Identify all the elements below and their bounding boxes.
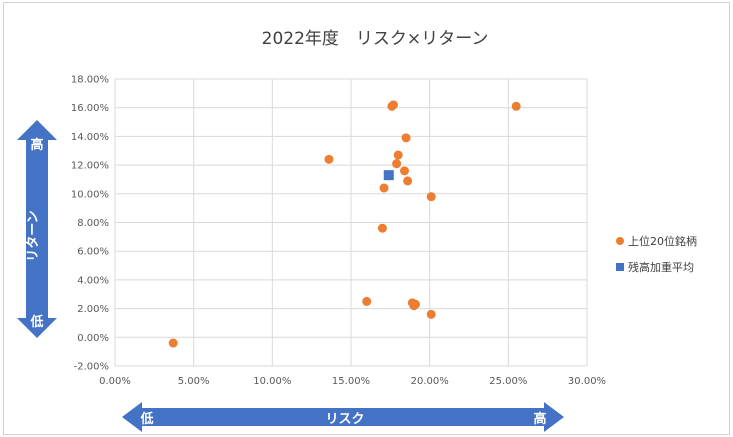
x-arrow-low-label: 低 [139,411,153,427]
stock-point [401,133,411,143]
x-tick-label: 25.00% [489,376,527,387]
x-tick-label: 5.00% [178,376,210,387]
chart-title: 2022年度 リスク×リターン [262,29,489,49]
x-tick-label: 15.00% [332,376,370,387]
x-tick-label: 30.00% [568,376,606,387]
stock-point [362,296,372,306]
stock-point [511,101,521,111]
stock-point [168,338,178,348]
x-axis-arrow: 低 高 リスク [122,402,564,432]
x-tick-label: 0.00% [99,376,131,387]
stock-point [403,176,413,186]
stock-point [426,309,436,319]
x-tick-label: 20.00% [411,376,449,387]
grid-lines [114,78,588,367]
legend-label-average: 残高加重平均 [628,260,694,274]
y-tick-label: 18.00% [71,75,109,86]
stock-point [411,299,421,309]
y-tick-label: -2.00% [74,362,109,373]
y-tick-label: 8.00% [77,218,109,229]
legend-label-top20: 上位20位銘柄 [628,234,697,248]
y-tick-label: 16.00% [71,103,109,114]
stock-point [388,100,398,110]
stock-point [379,183,389,193]
y-tick-label: 4.00% [77,275,109,286]
x-arrow-high-label: 高 [533,411,546,427]
y-tick-label: 10.00% [71,189,109,200]
weighted-average-point [383,170,394,181]
stock-point [393,150,403,160]
stock-point [392,159,402,169]
y-arrow-high-label: 高 [30,137,43,153]
stock-point [399,166,409,176]
stock-point [426,192,436,202]
y-tick-label: 6.00% [77,247,109,258]
chart-frame [3,2,730,435]
y-axis-arrow: 高 低 リターン [17,120,57,338]
y-arrow-label: リターン [26,210,41,261]
x-arrow-label: リスク [325,412,364,427]
legend-marker-average [616,263,624,271]
y-tick-label: 12.00% [71,161,109,172]
y-tick-label: 14.00% [71,132,109,143]
x-tick-label: 10.00% [253,376,291,387]
legend-marker-top20 [616,237,624,245]
y-arrow-low-label: 低 [29,314,43,330]
stock-point [324,154,334,164]
stock-point [377,223,387,233]
y-tick-label: 0.00% [77,333,109,344]
y-tick-label: 2.00% [77,304,109,315]
legend: 上位20位銘柄 残高加重平均 [616,234,697,274]
data-points [168,100,521,348]
y-axis-ticks: -2.00% 0.00% 2.00% 4.00% 6.00% 8.00% 10.00% 12.… [71,75,109,373]
x-axis-ticks: 0.00% 5.00% 10.00% 15.00% 20.00% 25.00% 30.00% [99,376,606,387]
